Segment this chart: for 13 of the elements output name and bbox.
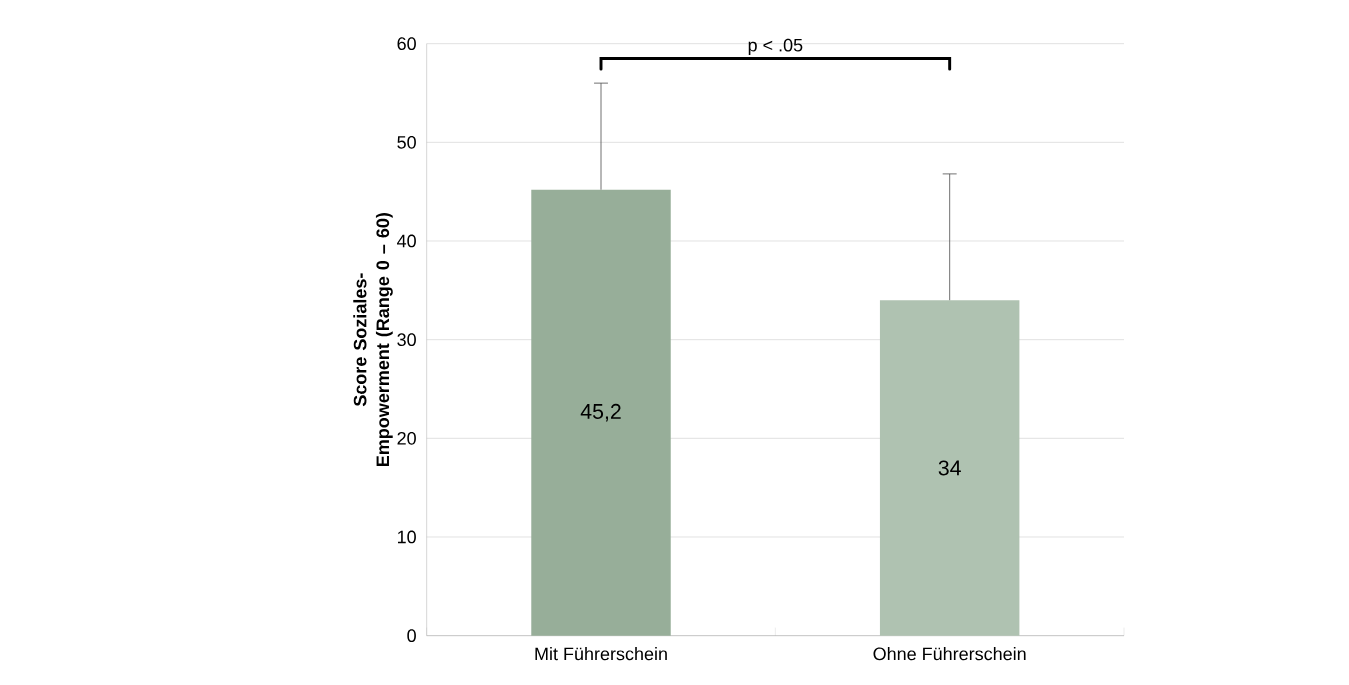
y-tick-label: 60 <box>397 37 416 51</box>
annotation: p < .05 <box>748 38 803 56</box>
y-tick-label: 50 <box>397 135 416 149</box>
data-label: 34 <box>938 460 961 476</box>
y-tick-label: 20 <box>397 431 416 445</box>
y-tick-label: 10 <box>397 530 416 544</box>
x-tick-label: Mit Führerschein <box>535 647 667 661</box>
y-tick-label: 0 <box>407 629 416 643</box>
y-tick-label: 40 <box>397 234 416 248</box>
y-tick-label: 30 <box>397 333 416 347</box>
data-label: 45,2 <box>580 403 621 422</box>
y-axis-title: Score Soziales-Empowerment (Range 0 – 60) <box>353 213 393 466</box>
x-tick-label: Ohne Führerschein <box>873 647 1026 661</box>
